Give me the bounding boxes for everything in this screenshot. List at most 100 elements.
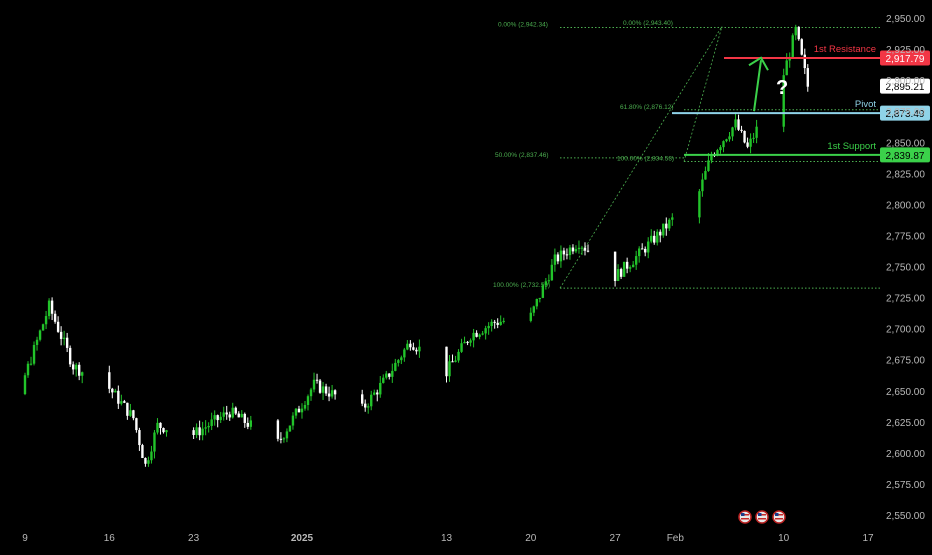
candle-body	[219, 416, 222, 421]
candle-body	[324, 386, 328, 394]
candle-body	[50, 300, 54, 314]
key-levels: 1st Resistance 2,917.79 Pivot 2,873.49 1st S…	[672, 44, 930, 163]
time-tick-label: 9	[22, 533, 28, 544]
pivot-price-tag	[880, 105, 930, 121]
flag-stripe	[758, 518, 766, 520]
candle-body	[56, 321, 60, 332]
candle-body	[640, 248, 644, 250]
candle-body	[665, 223, 668, 229]
candle-body	[309, 389, 313, 397]
candle-body	[668, 219, 671, 229]
time-tick-label: 10	[778, 533, 790, 544]
candle-body	[785, 60, 788, 76]
candle-body	[400, 357, 403, 361]
price-tick-label: 2,825.00	[886, 169, 925, 180]
projection-arrow	[753, 60, 762, 112]
fib-level-label: 50.00% (2,837.46)	[495, 152, 548, 159]
candle-body	[207, 425, 210, 428]
candle-body	[466, 341, 469, 343]
candle-body	[577, 247, 581, 250]
candle-body	[159, 422, 162, 429]
candle-body	[490, 321, 493, 327]
candle-body	[580, 247, 584, 249]
candle-body	[662, 223, 665, 236]
candle-body	[719, 147, 722, 151]
us-flag-event-icon[interactable]	[755, 510, 769, 524]
candle-body	[631, 264, 635, 268]
price-tick-label: 2,925.00	[886, 45, 925, 56]
fib-level-label: 61.80% (2,876.12)	[620, 104, 673, 111]
price-tick-label: 2,675.00	[886, 356, 925, 367]
candle-body	[26, 363, 30, 376]
candle-body	[583, 247, 587, 251]
candle-body	[535, 299, 539, 307]
candle-body	[135, 418, 138, 431]
flag-stripe	[775, 518, 783, 520]
candle-body	[448, 361, 451, 377]
candle-body	[556, 254, 560, 262]
candle-body	[222, 412, 225, 417]
economic-events[interactable]	[738, 510, 786, 524]
candle-body	[279, 438, 283, 440]
candle-body	[755, 126, 758, 138]
candle-body	[481, 333, 484, 335]
candle-body	[210, 419, 213, 426]
candle-body	[734, 119, 737, 128]
candle-body	[496, 322, 499, 325]
candle-body	[707, 160, 710, 171]
question-mark: ?	[776, 77, 788, 99]
candle-body	[35, 339, 39, 345]
candle-body	[195, 427, 198, 435]
time-axis[interactable]: 916232025132027Feb101724	[22, 533, 932, 544]
candle-body	[108, 372, 111, 389]
candle-body	[550, 264, 554, 281]
us-flag-event-icon[interactable]	[772, 510, 786, 524]
candle-body	[44, 316, 48, 325]
candle-body	[418, 346, 421, 352]
price-tick-label: 2,550.00	[886, 511, 925, 522]
candle-body	[409, 343, 412, 348]
candle-body	[282, 438, 286, 440]
candle-body	[62, 337, 66, 339]
candle-body	[156, 422, 159, 433]
candle-body	[541, 285, 545, 298]
candle-body	[565, 254, 569, 256]
candle-body	[544, 281, 548, 286]
candle-body	[388, 373, 391, 377]
candle-body	[671, 217, 674, 220]
candle-body	[297, 408, 301, 413]
price-tick-label: 2,600.00	[886, 449, 925, 460]
candle-body	[574, 249, 578, 252]
candle-body	[216, 415, 219, 421]
candle-body	[460, 343, 463, 352]
candle-body	[806, 68, 809, 87]
time-tick-label: 16	[104, 533, 116, 544]
candle-body	[725, 139, 728, 142]
candle-body	[231, 407, 234, 418]
candle-body	[123, 401, 126, 403]
time-tick-label: 20	[525, 533, 537, 544]
candle-body	[330, 390, 334, 397]
price-tick-label: 2,850.00	[886, 138, 925, 149]
candle-body	[701, 179, 704, 192]
candle-body	[625, 261, 629, 269]
candle-body	[318, 380, 322, 393]
price-axis[interactable]: 2,950.00 2,925.00 2,900.00 2,875.00 2,850.00…	[886, 14, 925, 522]
us-flag-event-icon[interactable]	[738, 510, 752, 524]
candle-body	[276, 420, 280, 439]
candle-body	[484, 328, 487, 334]
candle-body	[198, 427, 201, 436]
price-tick-label: 2,650.00	[886, 387, 925, 398]
candle-body	[246, 422, 249, 427]
candle-body	[234, 407, 237, 414]
candle-body	[737, 119, 740, 130]
fib-trend-line	[683, 26, 723, 162]
time-tick-label: 2025	[291, 533, 314, 544]
candle-body	[791, 35, 794, 58]
price-tick-label: 2,575.00	[886, 480, 925, 491]
candle-body	[475, 332, 478, 337]
candle-body	[153, 432, 156, 452]
candle-body	[117, 390, 120, 404]
